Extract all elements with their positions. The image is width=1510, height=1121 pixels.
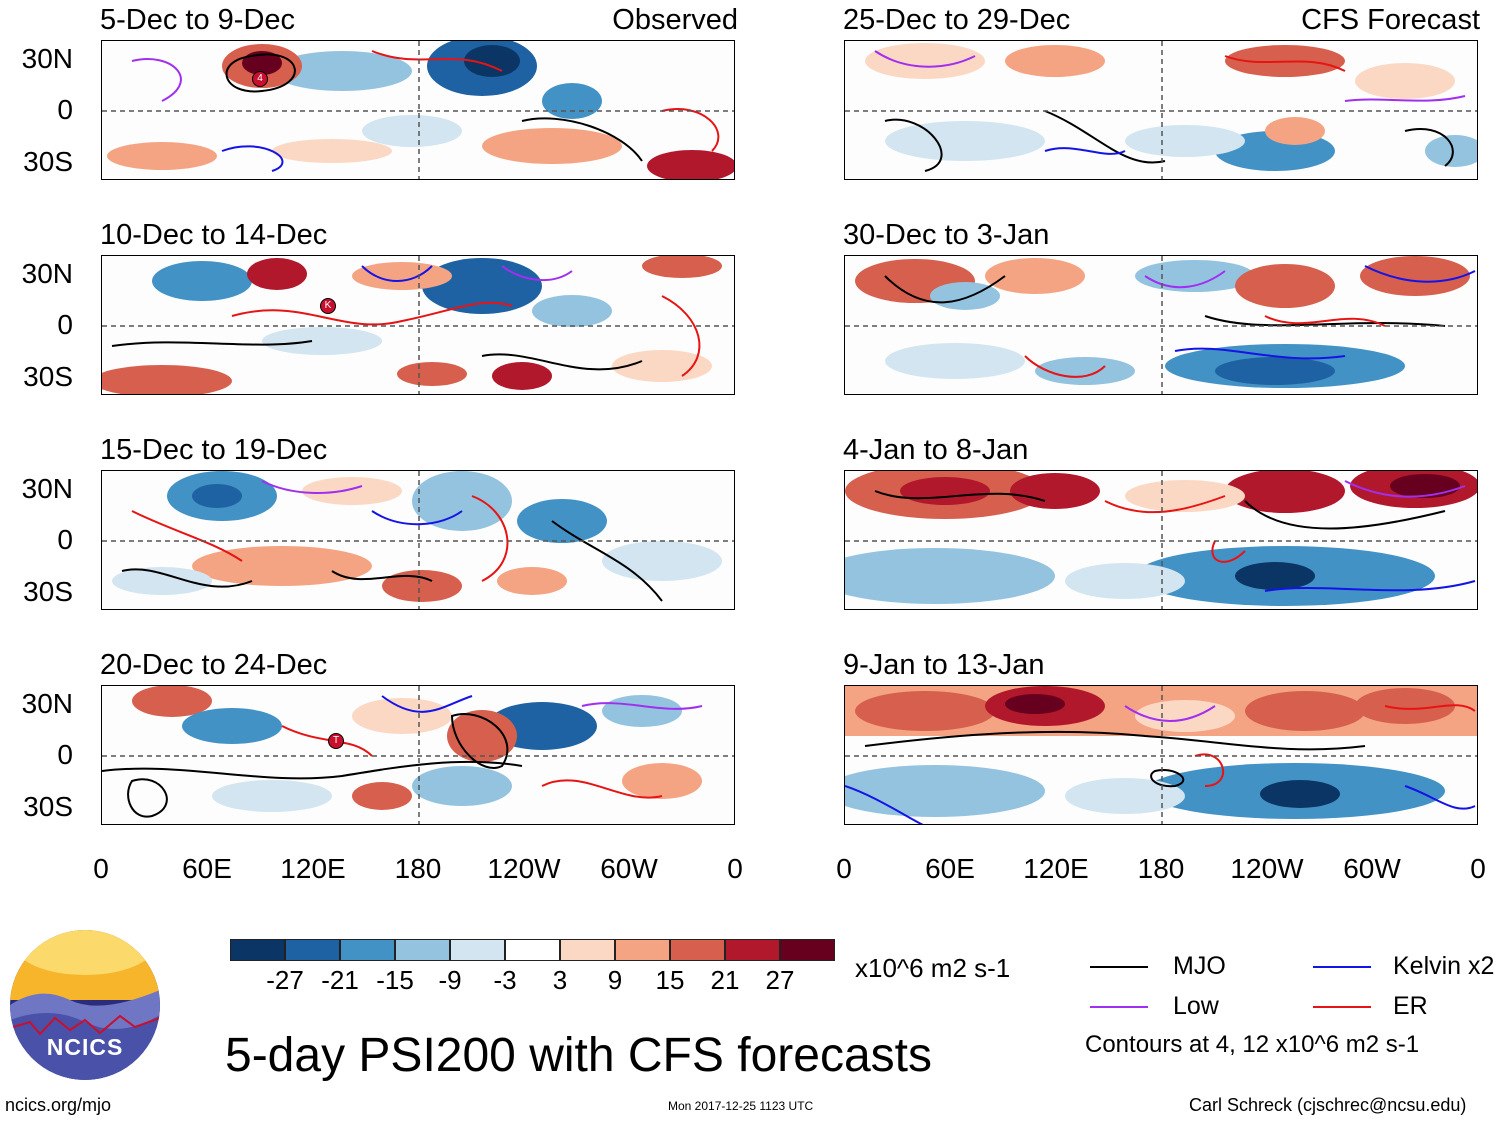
lat-label-0: 0 bbox=[57, 94, 73, 125]
colorbar-swatch bbox=[780, 939, 835, 961]
panel-title-fc-1: 25-Dec to 29-Dec bbox=[843, 4, 1071, 36]
legend-line-kelvin bbox=[1313, 966, 1371, 968]
colorbar-tick-label: 21 bbox=[710, 965, 740, 995]
storm-marker-icon: K bbox=[320, 298, 336, 314]
colorbar-swatch bbox=[340, 939, 395, 961]
lat-label-30s: 30S bbox=[23, 791, 73, 822]
legend-label-mjo: MJO bbox=[1173, 952, 1226, 980]
lon-label: 120E bbox=[1023, 853, 1089, 884]
forecast-label: CFS Forecast bbox=[1301, 4, 1480, 36]
map-panel-obs-4: T bbox=[101, 685, 735, 825]
panel-title-obs-3: 15-Dec to 19-Dec bbox=[100, 434, 328, 466]
lon-label: 120E bbox=[280, 853, 346, 884]
lon-label: 0 bbox=[1470, 853, 1486, 884]
colorbar-tick-label: 3 bbox=[552, 965, 568, 995]
lat-label-30n: 30N bbox=[21, 43, 73, 74]
map-panel-fc-4 bbox=[844, 685, 1478, 825]
lon-label: 60E bbox=[925, 853, 975, 884]
lat-label-0: 0 bbox=[57, 739, 73, 770]
map-panel-obs-1: 4 bbox=[101, 40, 735, 180]
panel-title-obs-1: 5-Dec to 9-Dec bbox=[100, 4, 296, 36]
colorbar-swatch bbox=[505, 939, 560, 961]
lon-label: 60E bbox=[182, 853, 232, 884]
footer-author: Carl Schreck (cjschrec@ncsu.edu) bbox=[1189, 1095, 1467, 1115]
lat-label-0: 0 bbox=[57, 524, 73, 555]
colorbar-tick-label: 9 bbox=[607, 965, 623, 995]
lon-label: 120W bbox=[1230, 853, 1304, 884]
map-panel-obs-3 bbox=[101, 470, 735, 610]
logo-text: NCICS bbox=[46, 1034, 124, 1060]
colorbar-tick-label: 15 bbox=[655, 965, 685, 995]
colorbar-swatch bbox=[285, 939, 340, 961]
colorbar-swatch bbox=[560, 939, 615, 961]
colorbar-tick-label: -15 bbox=[376, 965, 414, 995]
lat-label-30s: 30S bbox=[23, 361, 73, 392]
legend-label-er: ER bbox=[1393, 992, 1428, 1020]
colorbar-swatch bbox=[230, 939, 285, 961]
storm-marker-icon: T bbox=[328, 733, 344, 749]
lon-label: 180 bbox=[394, 853, 442, 884]
lon-label: 60W bbox=[600, 853, 658, 884]
colorbar-swatch bbox=[725, 939, 780, 961]
colorbar-tick-label: -21 bbox=[321, 965, 359, 995]
lat-label-30n: 30N bbox=[21, 688, 73, 719]
legend-line-mjo bbox=[1090, 966, 1148, 968]
contours-note: Contours at 4, 12 x10^6 m2 s-1 bbox=[1085, 1031, 1420, 1058]
observed-label: Observed bbox=[612, 4, 738, 36]
lon-label: 0 bbox=[836, 853, 852, 884]
colorbar-tick-label: -9 bbox=[438, 965, 462, 995]
lon-label: 60W bbox=[1343, 853, 1401, 884]
lon-label: 120W bbox=[487, 853, 561, 884]
ncics-logo: NCICS bbox=[10, 930, 160, 1080]
panel-title-fc-3: 4-Jan to 8-Jan bbox=[843, 434, 1029, 466]
lon-label: 0 bbox=[727, 853, 743, 884]
map-panel-fc-2 bbox=[844, 255, 1478, 395]
page-title: 5-day PSI200 with CFS forecasts bbox=[225, 1029, 932, 1082]
panel-title-obs-2: 10-Dec to 14-Dec bbox=[100, 219, 328, 251]
colorbar-tick-label: -3 bbox=[493, 965, 517, 995]
footer-url[interactable]: ncics.org/mjo bbox=[5, 1095, 112, 1115]
legend-line-er bbox=[1313, 1006, 1371, 1008]
map-panel-obs-2: K bbox=[101, 255, 735, 395]
legend-line-low bbox=[1090, 1006, 1148, 1008]
lat-label-30n: 30N bbox=[21, 473, 73, 504]
panel-title-obs-4: 20-Dec to 24-Dec bbox=[100, 649, 328, 681]
storm-marker-icon: 4 bbox=[252, 71, 268, 87]
legend-label-kelvin: Kelvin x2 bbox=[1393, 952, 1495, 980]
footer-timestamp: Mon 2017-12-25 1123 UTC bbox=[668, 1099, 814, 1113]
colorbar-units: x10^6 m2 s-1 bbox=[855, 953, 1011, 983]
colorbar-tick-label: -27 bbox=[266, 965, 304, 995]
colorbar-tick-label: 27 bbox=[765, 965, 795, 995]
lat-label-0: 0 bbox=[57, 309, 73, 340]
colorbar-swatch bbox=[450, 939, 505, 961]
colorbar-swatch bbox=[395, 939, 450, 961]
lon-label: 180 bbox=[1137, 853, 1185, 884]
colorbar-swatch bbox=[615, 939, 670, 961]
map-panel-fc-3 bbox=[844, 470, 1478, 610]
panel-title-fc-2: 30-Dec to 3-Jan bbox=[843, 219, 1050, 251]
colorbar-swatch bbox=[670, 939, 725, 961]
map-panel-fc-1 bbox=[844, 40, 1478, 180]
lat-label-30s: 30S bbox=[23, 576, 73, 607]
lat-label-30n: 30N bbox=[21, 258, 73, 289]
lon-label: 0 bbox=[93, 853, 109, 884]
lat-label-30s: 30S bbox=[23, 146, 73, 177]
panel-title-fc-4: 9-Jan to 13-Jan bbox=[843, 649, 1045, 681]
legend-label-low: Low bbox=[1173, 992, 1219, 1020]
